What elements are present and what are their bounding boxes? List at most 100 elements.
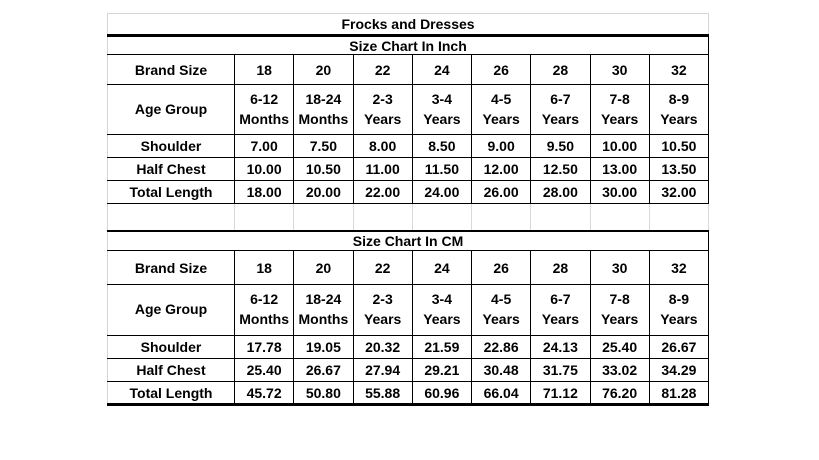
table-row: Half Chest 25.40 26.67 27.94 29.21 30.48… bbox=[107, 358, 710, 382]
gap-cell bbox=[590, 203, 650, 232]
size-cell: 24 bbox=[412, 250, 473, 285]
table-row: Age Group 6-12 Months 18-24 Months 2-3 Y… bbox=[107, 84, 710, 135]
measure-cell: 27.94 bbox=[353, 358, 413, 382]
row-label: Brand Size bbox=[107, 54, 235, 85]
gap-cell bbox=[234, 203, 295, 232]
age-cell: 6-12 Months bbox=[234, 284, 295, 336]
measure-cell: 71.12 bbox=[530, 381, 591, 406]
row-label: Age Group bbox=[107, 284, 235, 336]
measure-cell: 7.50 bbox=[293, 134, 354, 158]
row-label: Age Group bbox=[107, 84, 235, 135]
size-cell: 18 bbox=[234, 250, 295, 285]
measure-cell: 8.50 bbox=[412, 134, 473, 158]
gap-cell bbox=[471, 203, 532, 232]
size-cell: 30 bbox=[590, 250, 650, 285]
row-label: Half Chest bbox=[107, 157, 235, 181]
measure-cell: 25.40 bbox=[234, 358, 295, 382]
gap-cell bbox=[412, 203, 473, 232]
measure-cell: 10.00 bbox=[234, 157, 295, 181]
age-cell: 4-5 Years bbox=[471, 284, 532, 336]
measure-cell: 34.29 bbox=[649, 358, 710, 382]
age-cell: 3-4 Years bbox=[412, 284, 473, 336]
row-label: Shoulder bbox=[107, 134, 235, 158]
measure-cell: 29.21 bbox=[412, 358, 473, 382]
measure-cell: 26.00 bbox=[471, 180, 532, 204]
measure-cell: 7.00 bbox=[234, 134, 295, 158]
age-cell: 8-9 Years bbox=[649, 84, 710, 135]
measure-cell: 13.00 bbox=[590, 157, 650, 181]
measure-cell: 21.59 bbox=[412, 335, 473, 359]
age-cell: 6-7 Years bbox=[530, 84, 591, 135]
table-row: Shoulder 7.00 7.50 8.00 8.50 9.00 9.50 1… bbox=[107, 134, 710, 158]
size-cell: 28 bbox=[530, 250, 591, 285]
gap-cell bbox=[353, 203, 413, 232]
measure-cell: 19.05 bbox=[293, 335, 354, 359]
measure-cell: 30.00 bbox=[590, 180, 650, 204]
gap-cell bbox=[530, 203, 591, 232]
size-cell: 26 bbox=[471, 54, 532, 85]
measure-cell: 45.72 bbox=[234, 381, 295, 406]
measure-cell: 24.13 bbox=[530, 335, 591, 359]
measure-cell: 9.00 bbox=[471, 134, 532, 158]
measure-cell: 26.67 bbox=[649, 335, 710, 359]
measure-cell: 33.02 bbox=[590, 358, 650, 382]
size-cell: 22 bbox=[353, 54, 413, 85]
row-label: Shoulder bbox=[107, 335, 235, 359]
age-cell: 6-12 Months bbox=[234, 84, 295, 135]
size-cell: 22 bbox=[353, 250, 413, 285]
table-row: Brand Size 18 20 22 24 26 28 30 32 bbox=[107, 54, 710, 85]
size-cell: 20 bbox=[293, 250, 354, 285]
age-cell: 7-8 Years bbox=[590, 284, 650, 336]
measure-cell: 12.50 bbox=[530, 157, 591, 181]
measure-cell: 20.00 bbox=[293, 180, 354, 204]
measure-cell: 76.20 bbox=[590, 381, 650, 406]
size-cell: 30 bbox=[590, 54, 650, 85]
age-cell: 2-3 Years bbox=[353, 84, 413, 135]
size-cell: 20 bbox=[293, 54, 354, 85]
table-row: Shoulder 17.78 19.05 20.32 21.59 22.86 2… bbox=[107, 335, 710, 359]
size-cell: 28 bbox=[530, 54, 591, 85]
measure-cell: 11.50 bbox=[412, 157, 473, 181]
row-label: Brand Size bbox=[107, 250, 235, 285]
gap-cell bbox=[293, 203, 354, 232]
table-row: Half Chest 10.00 10.50 11.00 11.50 12.00… bbox=[107, 157, 710, 181]
row-label: Total Length bbox=[107, 180, 235, 204]
table-row: Brand Size 18 20 22 24 26 28 30 32 bbox=[107, 250, 710, 285]
age-cell: 2-3 Years bbox=[353, 284, 413, 336]
measure-cell: 32.00 bbox=[649, 180, 710, 204]
measure-cell: 22.86 bbox=[471, 335, 532, 359]
gap-cell bbox=[649, 203, 710, 232]
measure-cell: 17.78 bbox=[234, 335, 295, 359]
table-row: Age Group 6-12 Months 18-24 Months 2-3 Y… bbox=[107, 284, 710, 336]
measure-cell: 30.48 bbox=[471, 358, 532, 382]
age-cell: 6-7 Years bbox=[530, 284, 591, 336]
measure-cell: 9.50 bbox=[530, 134, 591, 158]
measure-cell: 60.96 bbox=[412, 381, 473, 406]
measure-cell: 18.00 bbox=[234, 180, 295, 204]
table-row: Total Length 45.72 50.80 55.88 60.96 66.… bbox=[107, 381, 710, 406]
section-header-cm: Size Chart In CM bbox=[106, 230, 710, 251]
size-cell: 32 bbox=[649, 250, 710, 285]
measure-cell: 22.00 bbox=[353, 180, 413, 204]
measure-cell: 20.32 bbox=[353, 335, 413, 359]
size-chart-table: Frocks and Dresses Size Chart In Inch Br… bbox=[106, 13, 710, 406]
measure-cell: 50.80 bbox=[293, 381, 354, 406]
size-cell: 32 bbox=[649, 54, 710, 85]
measure-cell: 26.67 bbox=[293, 358, 354, 382]
age-cell: 7-8 Years bbox=[590, 84, 650, 135]
size-cell: 18 bbox=[234, 54, 295, 85]
measure-cell: 81.28 bbox=[649, 381, 710, 406]
size-cell: 26 bbox=[471, 250, 532, 285]
age-cell: 3-4 Years bbox=[412, 84, 473, 135]
age-cell: 4-5 Years bbox=[471, 84, 532, 135]
measure-cell: 10.50 bbox=[649, 134, 710, 158]
measure-cell: 12.00 bbox=[471, 157, 532, 181]
measure-cell: 25.40 bbox=[590, 335, 650, 359]
size-chart-sheet: Frocks and Dresses Size Chart In Inch Br… bbox=[106, 13, 710, 406]
measure-cell: 31.75 bbox=[530, 358, 591, 382]
measure-cell: 8.00 bbox=[353, 134, 413, 158]
gap-cell bbox=[107, 203, 235, 232]
size-cell: 24 bbox=[412, 54, 473, 85]
measure-cell: 55.88 bbox=[353, 381, 413, 406]
